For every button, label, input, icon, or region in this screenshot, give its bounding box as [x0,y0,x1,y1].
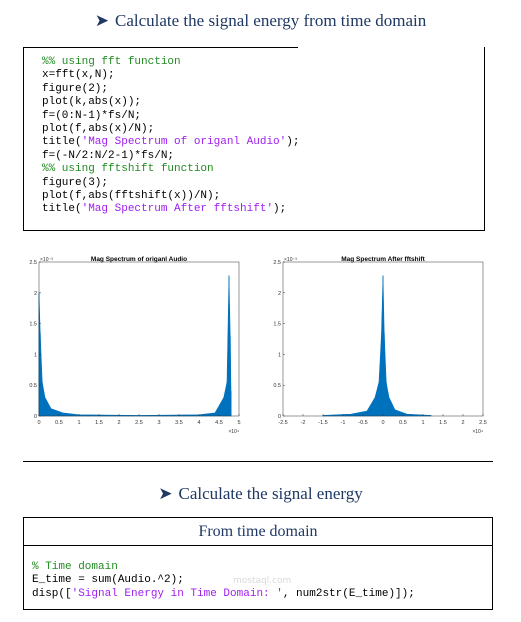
x-tick-label: 0.5 [55,420,63,426]
y-tick-label: 1 [278,352,281,358]
section-heading-1: ➤ Calculate the signal energy from time d… [0,11,521,31]
table-header: From time domain [24,518,492,546]
code-token: ); [273,203,287,216]
code-line: %% using fft function [42,56,299,69]
code-line: x=fft(x,N); [42,69,299,82]
x-tick-label: 4.5 [215,420,223,426]
x-tick-label: 1.5 [95,420,103,426]
chart-title: Mag Spectrum After fftshift [341,256,425,263]
watermark-logo: mostaql.com [233,576,292,586]
x-tick-label: -1 [341,420,346,426]
plot-axes-box [38,261,240,417]
code-token: ); [286,136,300,149]
code-line: %% using fftshift function [42,163,299,176]
divider-line [23,461,493,462]
section-heading-2-text: Calculate the signal energy [178,484,363,503]
code-token: %% using fft function [42,56,181,68]
code-token: figure(2); [42,82,109,95]
x-tick-label: 4 [197,420,200,426]
x-tick-label: 2 [117,420,120,426]
x-tick-label: 3.5 [175,420,183,426]
code-token: , num2str(E_time)]); [282,587,415,600]
code-block-fft: %% using fft function x=fft(x,N); figure(2… [23,47,485,231]
code-line: title('Mag Spectrum of origanl Audio'); [42,136,299,149]
y-exponent-label: ×10⁻³ [40,257,53,263]
y-tick-label: 2.5 [29,260,37,266]
arrow-bullet-icon: ➤ [158,484,173,503]
code-token: plot(k,abs(x)); [42,96,142,109]
x-tick-label: -1.5 [318,420,327,426]
code-token: x=fft(x,N); [42,69,115,82]
code-token: title( [42,203,82,216]
x-tick-label: 2.5 [479,420,487,426]
code-token: 'Mag Spectrum After fftshift' [81,203,274,216]
x-tick-label: 1.5 [439,420,447,426]
code-table-time-domain: From time domain % Time domain E_time = s… [23,517,493,610]
x-tick-label: -2 [301,420,306,426]
code-token: E_time = sum(Audio.^2); [32,574,184,587]
code-line: title('Mag Spectrum After fftshift'); [42,203,299,216]
code-token: f=(-N/2:N/2-1)*fs/N; [42,149,175,162]
code-token: figure(3); [42,176,109,189]
section-heading-2: ➤ Calculate the signal energy [0,484,521,504]
code-lines: %% using fft function x=fft(x,N); figure(2… [42,56,299,217]
y-tick-label: 1.5 [273,322,281,328]
code-token: 'Signal Energy in Time Domain: ' [71,587,283,600]
y-tick-label: 2 [34,291,37,297]
x-tick-label: 0 [381,420,384,426]
y-tick-label: 0.5 [29,383,37,389]
x-tick-label: 2.5 [135,420,143,426]
x-exponent-label: ×10⁴ [472,429,483,435]
chart-original-spectrum: Mag Spectrum of origanl Audio ×10⁻³ ×10⁴ 0 0… [27,254,257,444]
x-tick-label: 1 [77,420,80,426]
spectrum-area [38,275,232,417]
code-line: figure(3); [42,177,299,190]
x-tick-label: 1 [421,420,424,426]
code-token: plot(f,abs(fftshift(x))/N); [42,190,221,203]
x-tick-label: -2.5 [278,420,287,426]
code-line: E_time = sum(Audio.^2); [32,574,415,587]
y-tick-label: 0.5 [273,383,281,389]
code-line: disp(['Signal Energy in Time Domain: ', … [32,588,415,601]
chart-svg: Mag Spectrum After fftshift ×10⁻³ ×10⁴ -2.5… [273,256,487,435]
code-line: plot(k,abs(x)); [42,96,299,109]
x-tick-label: 2 [461,420,464,426]
x-tick-label: 3 [157,420,160,426]
code-line: plot(f,abs(fftshift(x))/N); [42,190,299,203]
code-line: plot(f,abs(x)/N); [42,123,299,136]
code-token: %% using fftshift function [42,163,214,176]
code-lines: % Time domain E_time = sum(Audio.^2); disp… [32,561,415,601]
code-token: 'Mag Spectrum of origanl Audio' [81,136,287,149]
x-tick-label: 5 [237,420,240,426]
arrow-bullet-icon: ➤ [94,11,109,30]
code-token: disp([ [32,587,72,600]
code-line: f=(-N/2:N/2-1)*fs/N; [42,150,299,163]
y-tick-label: 0 [34,414,37,420]
y-tick-label: 2 [278,291,281,297]
y-exponent-label: ×10⁻³ [284,257,297,263]
y-tick-label: 1.5 [29,322,37,328]
y-tick-label: 0 [278,414,281,420]
code-token: plot(f,abs(x)/N); [42,123,155,136]
y-tick-label: 2.5 [273,260,281,266]
code-line: figure(2); [42,83,299,96]
section-heading-1-text: Calculate the signal energy from time do… [114,11,427,30]
y-tick-label: 1 [34,352,37,358]
code-line: f=(0:N-1)*fs/N; [42,110,299,123]
code-line: % Time domain [32,561,415,574]
code-token: f=(0:N-1)*fs/N; [42,109,142,122]
code-token: title( [42,136,82,149]
x-exponent-label: ×10⁴ [228,429,239,435]
x-tick-label: -0.5 [358,420,367,426]
code-token: % Time domain [32,561,118,573]
x-tick-label: 0 [37,420,40,426]
chart-title: Mag Spectrum of origanl Audio [91,256,187,263]
x-tick-label: 0.5 [399,420,407,426]
spectrum-area [322,275,432,417]
chart-fftshift-spectrum: Mag Spectrum After fftshift ×10⁻³ ×10⁴ -2.5… [271,254,501,444]
